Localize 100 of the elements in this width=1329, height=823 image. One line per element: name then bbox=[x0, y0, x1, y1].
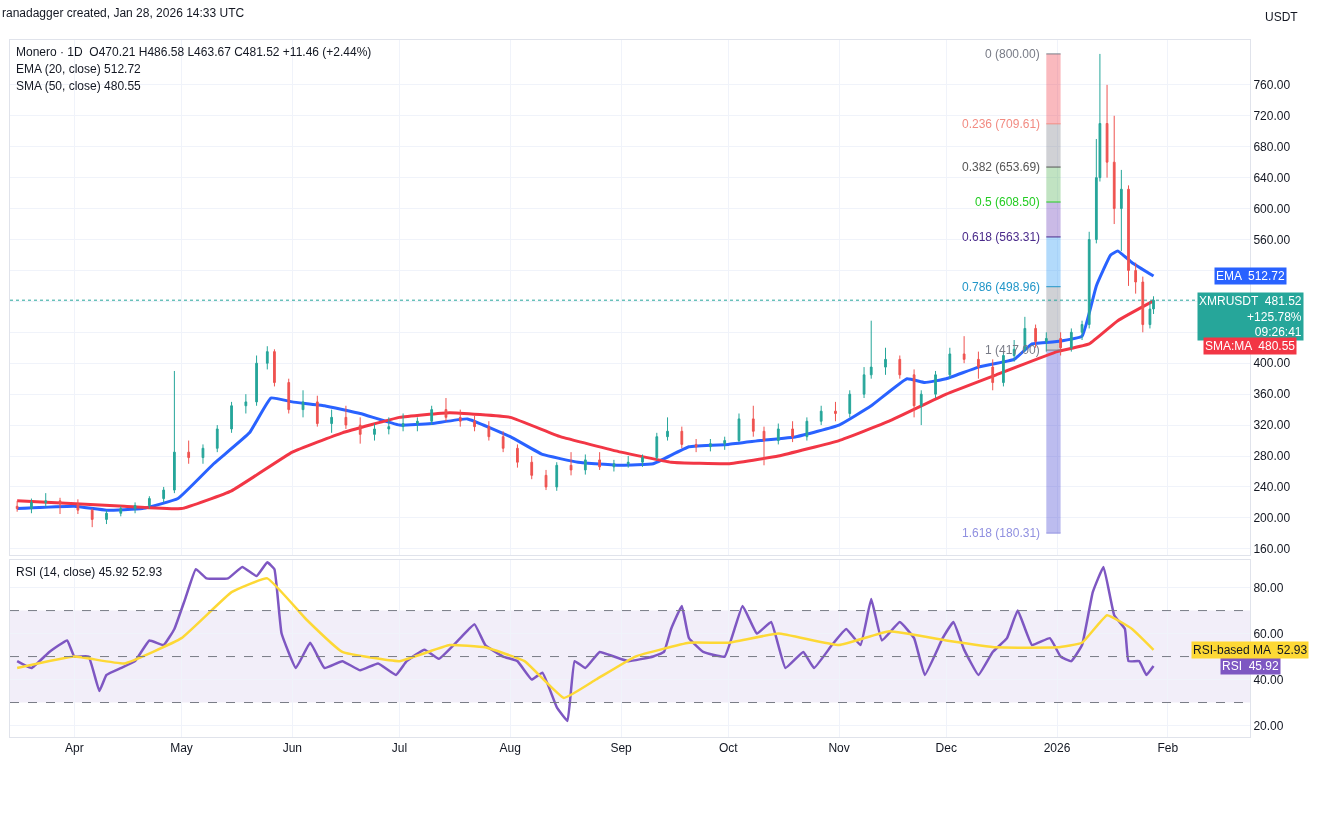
x-tick-label: May bbox=[170, 741, 193, 756]
bar bbox=[1046, 53, 1061, 124]
candlestick bbox=[1119, 169, 1123, 252]
candlestick bbox=[105, 509, 108, 525]
candlestick bbox=[834, 401, 837, 422]
candlestick bbox=[1112, 115, 1116, 225]
candlestick bbox=[1059, 331, 1062, 356]
candlestick bbox=[898, 355, 902, 380]
bar bbox=[1046, 286, 1061, 351]
bar bbox=[1046, 236, 1061, 287]
candlestick bbox=[723, 436, 727, 451]
candlestick bbox=[977, 351, 980, 380]
candlestick bbox=[173, 370, 176, 494]
ref-line-label: 1.618 (180.31) bbox=[962, 526, 1041, 540]
ref-line-label: 0.382 (653.69) bbox=[962, 160, 1041, 174]
candlestick bbox=[598, 451, 601, 471]
candlestick bbox=[430, 405, 434, 426]
candlestick bbox=[147, 495, 151, 510]
text: SMA:MA 480.55 bbox=[1205, 339, 1296, 353]
candlestick bbox=[119, 505, 123, 517]
candlestick bbox=[301, 389, 305, 418]
candlestick bbox=[273, 348, 276, 387]
bar bbox=[1046, 123, 1061, 168]
y-tick-label: 20.00 bbox=[1253, 718, 1284, 733]
y-tick-label: 40.00 bbox=[1253, 672, 1284, 687]
x-tick-label: Jun bbox=[282, 741, 302, 756]
line-series bbox=[15, 561, 1155, 723]
y-tick-label: 240.00 bbox=[1253, 480, 1291, 495]
x-tick-label: Jul bbox=[391, 741, 408, 756]
y-tick-label: 400.00 bbox=[1253, 356, 1291, 371]
candlestick bbox=[569, 451, 573, 476]
ref-line-label: XMRUSDT 481.52 +125.78% 09:26:41 bbox=[1199, 294, 1302, 340]
candlestick bbox=[473, 415, 476, 432]
y-tick-label: 640.00 bbox=[1253, 170, 1291, 185]
candlestick bbox=[776, 423, 780, 445]
candlestick bbox=[187, 440, 191, 465]
candlestick bbox=[215, 424, 219, 453]
x-tick-label: Aug bbox=[499, 741, 521, 756]
text: Monero · 1D O470.21 H486.58 L463.67 C481.52 +11.46 (+2.44%) bbox=[16, 45, 372, 59]
candlestick bbox=[912, 368, 916, 418]
candlestick bbox=[487, 420, 491, 442]
y-tick-label: 280.00 bbox=[1253, 449, 1291, 464]
candlestick bbox=[244, 393, 248, 414]
y-tick-label: 160.00 bbox=[1253, 542, 1291, 557]
candlestick bbox=[805, 416, 809, 442]
y-tick-label: 560.00 bbox=[1253, 232, 1291, 247]
annotation: SMA (50, close) 480.55 bbox=[16, 79, 142, 93]
y-tick-label: 720.00 bbox=[1253, 108, 1291, 123]
x-tick-label: Sep bbox=[610, 741, 633, 756]
candlestick bbox=[133, 501, 137, 514]
y-tick-label: 760.00 bbox=[1253, 78, 1291, 93]
line-series bbox=[15, 577, 1155, 700]
annotation: EMA (20, close) 512.72 bbox=[16, 62, 142, 76]
candlestick bbox=[694, 438, 698, 453]
text: EMA 512.72 bbox=[1216, 269, 1286, 283]
candlestick bbox=[934, 370, 937, 399]
candlestick bbox=[626, 455, 630, 469]
ref-line-label: 0.236 (709.61) bbox=[962, 117, 1041, 131]
candlestick bbox=[90, 508, 94, 528]
candlestick bbox=[1134, 262, 1138, 295]
candlestick bbox=[416, 416, 419, 432]
candlestick bbox=[555, 461, 559, 492]
y-tick-label: 360.00 bbox=[1253, 387, 1291, 402]
candlestick bbox=[869, 320, 873, 380]
y-axis-title: USDT bbox=[1265, 10, 1299, 24]
candlestick bbox=[666, 416, 669, 442]
candlestick bbox=[44, 492, 48, 508]
candlestick bbox=[58, 497, 62, 515]
ref-line-label: 0.618 (563.31) bbox=[962, 230, 1041, 244]
candlestick bbox=[162, 486, 166, 503]
ref-line-label: 0.786 (498.96) bbox=[962, 280, 1041, 294]
candlestick bbox=[962, 335, 966, 364]
candlestick bbox=[1069, 327, 1073, 353]
candlestick bbox=[919, 389, 923, 426]
candlestick bbox=[401, 412, 405, 432]
candlestick bbox=[680, 426, 684, 449]
y-tick-label: 600.00 bbox=[1253, 201, 1291, 216]
chart-subtitle: ranadagger created, Jan 28, 2026 14:33 UTC bbox=[2, 6, 245, 20]
bar bbox=[1046, 167, 1061, 202]
candlestick bbox=[583, 453, 587, 476]
candlestick bbox=[948, 347, 952, 380]
x-tick-label: Nov bbox=[828, 741, 850, 756]
candlestick bbox=[444, 397, 448, 422]
y-tick-label: 80.00 bbox=[1253, 580, 1284, 595]
candlestick bbox=[848, 389, 852, 418]
candlestick bbox=[612, 459, 616, 472]
candlestick bbox=[1080, 320, 1084, 341]
candlestick bbox=[737, 412, 741, 443]
candlestick bbox=[1105, 84, 1109, 179]
candlestick bbox=[458, 409, 462, 428]
text: RSI 45.92 bbox=[1222, 659, 1280, 673]
candlestick bbox=[230, 401, 233, 434]
candlestick bbox=[501, 430, 505, 453]
candlestick bbox=[344, 405, 348, 430]
x-tick-label: Apr bbox=[64, 741, 84, 756]
candlestick bbox=[255, 355, 258, 407]
candlestick bbox=[287, 378, 291, 414]
x-tick-label: Feb bbox=[1157, 741, 1179, 756]
y-tick-label: 320.00 bbox=[1253, 418, 1291, 433]
candlestick bbox=[330, 409, 333, 434]
